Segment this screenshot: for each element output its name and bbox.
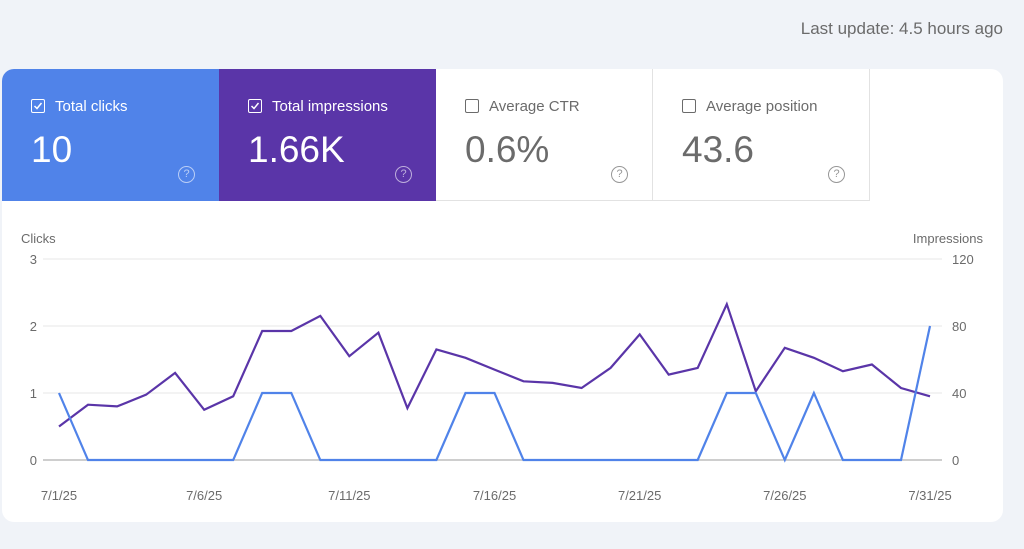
checkbox-checked-icon[interactable] (31, 99, 45, 113)
checkbox-unchecked-icon[interactable] (465, 99, 479, 113)
x-tick-label: 7/11/25 (328, 488, 370, 503)
metric-average-position[interactable]: Average position 43.6 ? (653, 69, 870, 201)
help-icon[interactable]: ? (611, 166, 628, 183)
checkbox-unchecked-icon[interactable] (682, 99, 696, 113)
y-tick-right: 80 (952, 319, 966, 334)
metric-tabs: Total clicks 10 ? Total impressions 1.66… (2, 69, 870, 201)
help-icon[interactable]: ? (395, 166, 412, 183)
metric-value: 43.6 (682, 129, 755, 170)
metric-label: Total clicks (55, 98, 128, 115)
x-tick-label: 7/16/25 (473, 488, 516, 503)
metric-total-clicks[interactable]: Total clicks 10 ? (2, 69, 219, 201)
y-tick-left: 1 (30, 386, 37, 401)
y-axis-right-label: Impressions (913, 231, 984, 246)
y-tick-right: 40 (952, 386, 966, 401)
y-tick-left: 3 (30, 252, 37, 267)
metric-value: 1.66K (248, 129, 345, 170)
metric-label: Total impressions (272, 98, 388, 115)
y-tick-right: 0 (952, 453, 959, 468)
metric-label: Average position (706, 98, 818, 115)
x-tick-label: 7/21/25 (618, 488, 661, 503)
last-update: Last update: 4.5 hours ago (800, 19, 1003, 38)
metric-label: Average CTR (489, 98, 580, 115)
help-icon[interactable]: ? (828, 166, 845, 183)
performance-chart: Clicks Impressions 0 1 2 3 0 40 80 120 7/1/25 7/… (2, 219, 1003, 519)
help-icon[interactable]: ? (178, 166, 195, 183)
checkbox-checked-icon[interactable] (248, 99, 262, 113)
metric-total-impressions[interactable]: Total impressions 1.66K ? (219, 69, 436, 201)
metric-value: 0.6% (465, 129, 550, 170)
line-chart: Clicks Impressions 0 1 2 3 0 40 80 120 7/1/25 7/… (21, 231, 984, 503)
x-tick-label: 7/26/25 (763, 488, 806, 503)
metric-average-ctr[interactable]: Average CTR 0.6% ? (436, 69, 653, 201)
y-axis-left-label: Clicks (21, 231, 56, 246)
x-tick-label: 7/1/25 (41, 488, 77, 503)
x-tick-label: 7/6/25 (186, 488, 222, 503)
y-tick-left: 2 (30, 319, 37, 334)
series-line-impressions (58, 301, 931, 428)
x-tick-label: 7/31/25 (908, 488, 951, 503)
metric-value: 10 (31, 129, 73, 170)
y-tick-right: 120 (952, 252, 974, 267)
y-tick-left: 0 (30, 453, 37, 468)
performance-card: Total clicks 10 ? Total impressions 1.66… (2, 69, 1003, 522)
